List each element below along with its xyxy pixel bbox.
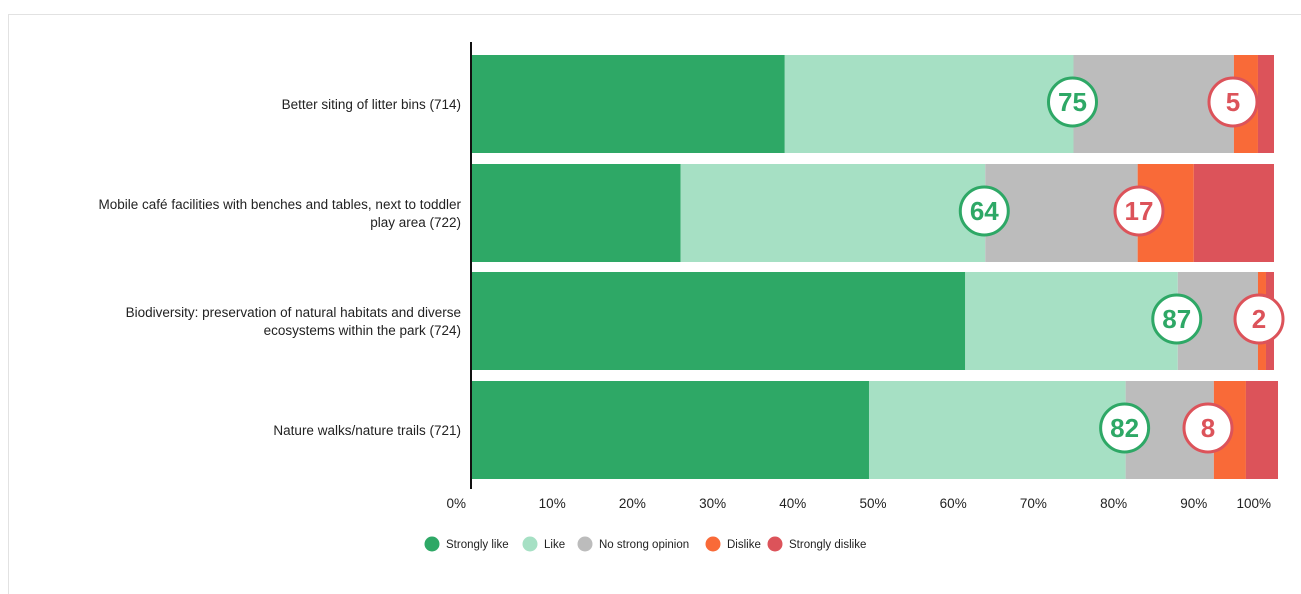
legend-label: No strong opinion <box>599 539 689 551</box>
positive-badge-circle <box>1099 402 1151 454</box>
x-tick-label: 0% <box>446 496 466 511</box>
positive-badge-value: 87 <box>1162 304 1191 334</box>
legend-label: Strongly dislike <box>789 539 866 551</box>
bar-segment <box>784 55 1074 153</box>
negative-badge-value: 2 <box>1252 304 1266 334</box>
x-tick-label: 20% <box>619 496 646 511</box>
category-label: Nature walks/nature trails (721) <box>273 423 461 438</box>
bar-segment <box>472 164 681 262</box>
bar-segment <box>1193 164 1274 262</box>
x-tick-label: 10% <box>539 496 566 511</box>
positive-badge-circle <box>1047 76 1098 128</box>
negative-badge-circle <box>1182 402 1234 454</box>
legend-marker <box>577 536 593 552</box>
positive-badge-value: 64 <box>970 196 999 226</box>
x-tick-label: 70% <box>1020 496 1047 511</box>
category-label: ecosystems within the park (724) <box>264 323 461 338</box>
bar-segment <box>1257 55 1274 153</box>
legend-label: Strongly like <box>446 539 509 551</box>
stacked-bar-chart: Better siting of litter bins (714) Mobile… <box>99 42 1285 552</box>
category-label: Better siting of litter bins (714) <box>282 97 461 112</box>
chart-frame <box>8 14 1301 594</box>
category-label: Biodiversity: preservation of natural ha… <box>126 305 461 320</box>
x-tick-label: 40% <box>779 496 806 511</box>
category-label: Mobile café facilities with benches and … <box>99 197 462 212</box>
bar-segment <box>680 164 986 262</box>
legend-marker <box>705 536 721 552</box>
positive-badge-value: 82 <box>1110 413 1139 443</box>
negative-badge-circle <box>1207 76 1259 128</box>
legend-marker <box>424 536 440 552</box>
positive-badge-circle <box>958 185 1010 237</box>
bar-segment <box>868 381 1126 479</box>
legend-marker <box>522 536 538 552</box>
x-tick-label: 80% <box>1100 496 1127 511</box>
negative-badge-circle <box>1233 293 1285 345</box>
bar-segment <box>472 272 966 370</box>
x-tick-label: 90% <box>1180 496 1207 511</box>
bar-segment <box>472 381 869 479</box>
legend-marker <box>767 536 783 552</box>
bar-segment <box>1245 381 1279 479</box>
positive-badge-value: 75 <box>1058 87 1087 117</box>
bar-segment <box>1073 55 1234 153</box>
legend-label: Like <box>544 539 565 551</box>
x-tick-label: 30% <box>699 496 726 511</box>
negative-badge-value: 5 <box>1226 87 1240 117</box>
bar-segment <box>472 55 785 153</box>
legend-label: Dislike <box>727 539 761 551</box>
negative-badge-value: 8 <box>1201 413 1215 443</box>
x-tick-label: 60% <box>940 496 967 511</box>
negative-badge-circle <box>1113 185 1165 237</box>
category-label: play area (722) <box>370 215 461 230</box>
bar-segment <box>985 164 1138 262</box>
positive-badge-circle <box>1151 293 1203 345</box>
bar-segment <box>965 272 1178 370</box>
negative-badge-value: 17 <box>1125 196 1154 226</box>
x-tick-label: 50% <box>859 496 886 511</box>
x-tick-label: 100% <box>1236 496 1271 511</box>
